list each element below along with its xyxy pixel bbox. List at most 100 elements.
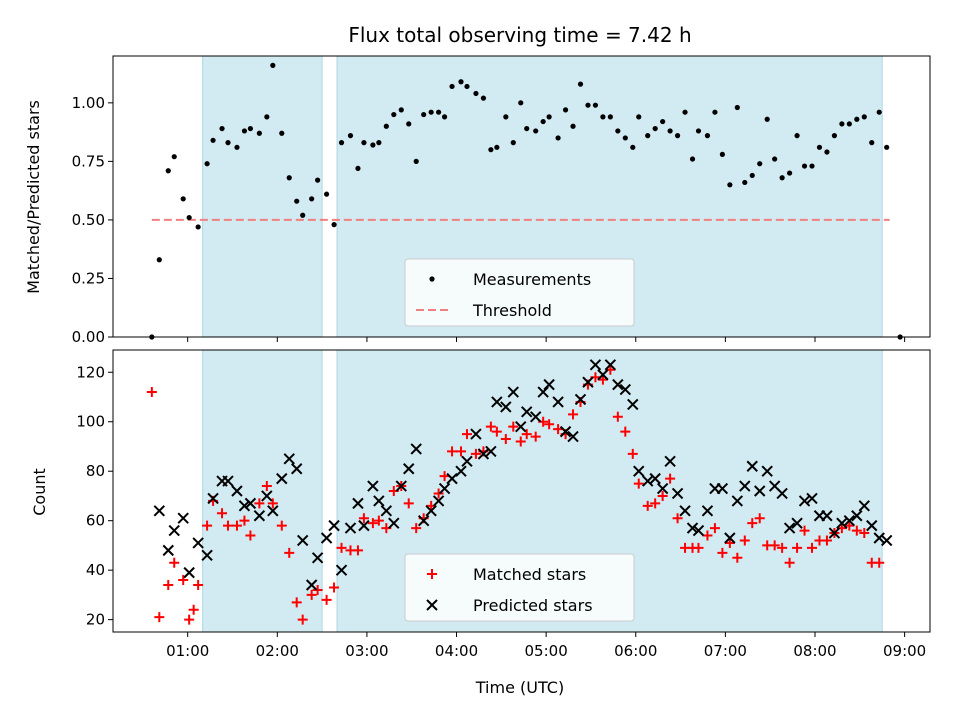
data-point <box>406 121 412 127</box>
data-point <box>515 436 526 447</box>
data-point <box>553 424 564 435</box>
data-point <box>777 542 788 553</box>
data-point <box>456 446 467 457</box>
data-point <box>256 130 262 136</box>
data-point <box>742 179 748 186</box>
data-point <box>524 125 530 132</box>
top-y-axis-label: Matched/Predicted stars <box>24 100 43 294</box>
data-point <box>168 524 180 537</box>
data-point <box>403 463 415 475</box>
x-axis-label: Time (UTC) <box>475 678 564 697</box>
data-point <box>165 168 171 174</box>
data-point <box>636 114 642 120</box>
data-point <box>183 566 195 579</box>
data-point <box>570 123 576 129</box>
data-point <box>585 102 591 108</box>
data-point <box>461 429 472 440</box>
data-point <box>193 580 204 590</box>
x-tick-label: 07:00 <box>704 642 747 660</box>
data-point <box>361 140 367 146</box>
data-point <box>403 498 414 509</box>
data-point <box>225 140 231 146</box>
legend: Measurements Threshold <box>404 258 635 327</box>
data-point <box>331 222 337 228</box>
legend-swatch <box>429 276 435 282</box>
data-point <box>844 520 855 531</box>
data-point <box>425 505 437 517</box>
plot-layer: 0.00 0.25 0.50 0.75 1.00 Measurements Threshol… <box>72 55 931 660</box>
data-point <box>633 465 645 477</box>
data-point <box>421 111 427 118</box>
data-point <box>874 557 885 568</box>
data-point <box>239 515 250 526</box>
data-point <box>851 510 863 522</box>
data-point <box>843 514 856 527</box>
data-point <box>195 224 201 230</box>
x-tick-label: 04:00 <box>435 642 478 660</box>
data-point <box>642 475 654 487</box>
data-point <box>612 411 623 422</box>
data-point <box>329 582 340 593</box>
data-point <box>367 480 379 492</box>
data-point <box>761 465 773 477</box>
data-point <box>413 158 419 164</box>
data-point <box>253 510 266 522</box>
data-point <box>470 428 482 440</box>
data-point <box>543 378 555 391</box>
data-point <box>286 175 292 181</box>
data-point <box>567 430 579 443</box>
data-point <box>244 497 257 510</box>
data-point <box>323 191 330 197</box>
data-point <box>186 214 192 221</box>
data-point <box>792 542 803 553</box>
data-point <box>555 135 561 141</box>
data-point <box>807 542 818 553</box>
data-point <box>204 161 210 167</box>
data-point <box>798 495 811 507</box>
y-tick-label: 80 <box>86 462 105 480</box>
data-point <box>791 517 803 529</box>
data-point <box>650 498 661 509</box>
data-point <box>344 522 357 534</box>
data-point <box>824 149 830 155</box>
data-point <box>311 552 324 564</box>
data-point <box>846 121 852 127</box>
data-point <box>234 144 240 150</box>
data-point <box>352 497 364 510</box>
legend-label: Measurements <box>473 270 591 289</box>
data-point <box>267 498 278 509</box>
data-point <box>787 170 793 176</box>
data-point <box>880 534 893 547</box>
data-point <box>682 109 688 115</box>
data-point <box>391 111 397 118</box>
data-point <box>574 393 587 406</box>
data-point <box>859 528 870 539</box>
data-point <box>568 409 579 420</box>
data-point <box>162 544 174 557</box>
data-point <box>488 147 494 153</box>
data-point <box>679 505 691 517</box>
data-point <box>689 156 696 162</box>
data-point <box>395 480 407 492</box>
data-point <box>153 505 166 517</box>
data-point <box>544 419 555 430</box>
data-point <box>674 133 681 139</box>
data-point <box>306 589 317 600</box>
data-point <box>507 386 519 398</box>
data-point <box>180 196 186 202</box>
data-point <box>816 144 823 150</box>
data-point <box>562 107 569 113</box>
data-point <box>695 128 702 134</box>
data-point <box>202 520 213 531</box>
data-point <box>529 411 542 423</box>
data-point <box>649 472 661 485</box>
data-point <box>642 500 653 511</box>
data-point <box>704 133 711 139</box>
shaded-interval <box>202 55 323 338</box>
plot-frame <box>112 349 931 633</box>
data-point <box>320 532 333 544</box>
data-point <box>376 140 382 146</box>
data-point <box>455 465 467 477</box>
data-point <box>622 135 628 141</box>
data-point <box>627 398 639 411</box>
